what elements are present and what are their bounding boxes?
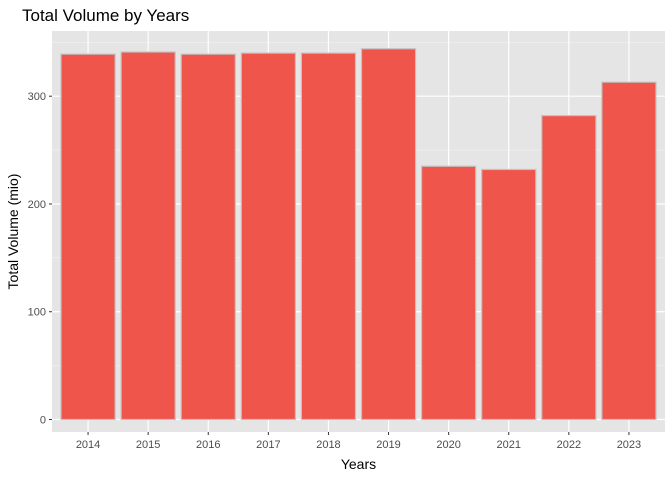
x-axis-title: Years bbox=[341, 456, 376, 472]
bar-2014 bbox=[60, 53, 116, 421]
x-tick-label: 2022 bbox=[557, 439, 581, 451]
bar-2019 bbox=[360, 48, 417, 421]
bar-2022 bbox=[541, 114, 597, 421]
x-tick-label: 2018 bbox=[316, 439, 340, 451]
bar-2021 bbox=[481, 168, 537, 421]
bar-2018 bbox=[300, 52, 357, 421]
x-tick-label: 2020 bbox=[436, 439, 460, 451]
bars bbox=[60, 48, 657, 421]
y-tick-label: 100 bbox=[28, 307, 46, 319]
x-axis: 2014 2015 2016 2017 2018 2019 2020 2021 2022 2023 bbox=[76, 432, 641, 451]
y-tick-label: 300 bbox=[28, 91, 46, 103]
x-tick-label: 2016 bbox=[196, 439, 220, 451]
bar-2016 bbox=[180, 53, 236, 421]
x-tick-label: 2023 bbox=[617, 439, 641, 451]
x-tick-label: 2017 bbox=[256, 439, 280, 451]
bar-2023 bbox=[601, 81, 657, 421]
y-tick-label: 200 bbox=[28, 199, 46, 211]
x-tick-label: 2019 bbox=[376, 439, 400, 451]
bar-2015 bbox=[120, 51, 176, 421]
y-axis: 0 100 200 300 bbox=[28, 91, 52, 427]
y-tick-label: 0 bbox=[40, 415, 46, 427]
chart-title: Total Volume by Years bbox=[22, 6, 189, 25]
x-tick-label: 2015 bbox=[136, 439, 160, 451]
bar-2020 bbox=[421, 165, 477, 421]
y-axis-title: Total Volume (mio) bbox=[5, 174, 21, 290]
x-tick-label: 2021 bbox=[497, 439, 521, 451]
bar-2017 bbox=[240, 52, 296, 421]
x-tick-label: 2014 bbox=[76, 439, 100, 451]
